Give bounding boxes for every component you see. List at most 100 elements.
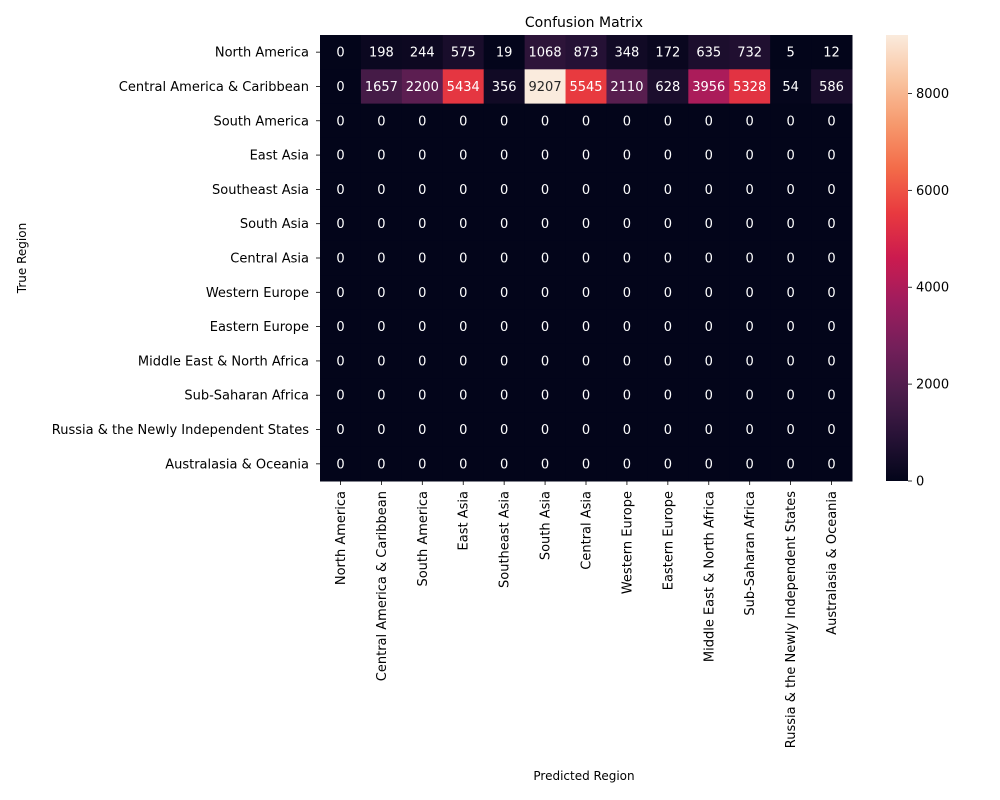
heatmap-cell	[360, 412, 403, 448]
heatmap-cell	[688, 35, 730, 70]
cell-value-label: 0	[336, 354, 344, 369]
heatmap-cell	[688, 378, 730, 413]
cell-value-label: 0	[705, 389, 713, 404]
heatmap-cell	[442, 137, 485, 173]
heatmap-cell	[442, 172, 485, 208]
heatmap-cell	[811, 240, 853, 276]
heatmap-cell	[565, 137, 607, 173]
heatmap-cell	[606, 35, 648, 70]
cell-value-label: 0	[418, 423, 426, 438]
heatmap-cell	[320, 309, 362, 345]
heatmap-cell	[360, 275, 403, 310]
heatmap-cell	[688, 137, 730, 173]
y-tick-label: Russia & the Newly Independent States	[52, 423, 309, 438]
cell-value-label: 0	[746, 457, 754, 472]
heatmap-cell	[442, 446, 485, 482]
y-tick-label: Southeast Asia	[212, 183, 309, 198]
cell-value-label: 0	[500, 354, 508, 369]
colorbar-tick-label: 4000	[916, 281, 949, 296]
cell-value-label: 5328	[733, 80, 766, 95]
heatmap-cell	[770, 240, 812, 276]
cell-value-label: 0	[541, 149, 549, 164]
heatmap-cell	[565, 240, 607, 276]
cell-value-label: 0	[827, 320, 835, 335]
cell-value-label: 0	[786, 457, 794, 472]
cell-value-label: 0	[827, 354, 835, 369]
heatmap-cell	[811, 446, 853, 482]
heatmap-cell	[729, 69, 771, 105]
cell-value-label: 0	[377, 149, 385, 164]
heatmap-cell	[565, 206, 607, 242]
heatmap-cell	[811, 412, 853, 448]
heatmap-cell	[320, 172, 362, 208]
cell-value-label: 0	[664, 389, 672, 404]
cell-value-label: 0	[827, 457, 835, 472]
heatmap-cell	[524, 343, 567, 379]
y-tick-label: South America	[213, 114, 309, 129]
heatmap-cell	[360, 343, 403, 379]
cell-value-label: 0	[336, 389, 344, 404]
heatmap-cell	[606, 137, 648, 173]
cell-value-label: 0	[705, 114, 713, 129]
heatmap-cell	[524, 103, 567, 139]
heatmap-cell	[483, 172, 526, 208]
heatmap-cell	[688, 172, 730, 208]
heatmap-cell	[483, 35, 526, 70]
cell-value-label: 0	[705, 217, 713, 232]
heatmap-cell	[688, 206, 730, 242]
heatmap-cell	[688, 412, 730, 448]
heatmap-cell	[320, 35, 362, 70]
cell-value-label: 0	[541, 286, 549, 301]
cell-value-label: 0	[664, 423, 672, 438]
heatmap-cell	[729, 275, 771, 310]
heatmap-cell	[729, 446, 771, 482]
heatmap-cell	[647, 206, 689, 242]
cell-value-label: 0	[336, 423, 344, 438]
colorbar-tick-label: 8000	[916, 87, 949, 102]
cell-value-label: 0	[418, 389, 426, 404]
cell-value-label: 2200	[406, 80, 439, 95]
cell-value-label: 0	[746, 252, 754, 267]
heatmap-cell	[606, 343, 648, 379]
cell-value-label: 0	[418, 183, 426, 198]
cell-value-label: 0	[459, 320, 467, 335]
heatmap-cell	[729, 35, 771, 70]
cell-value-label: 0	[746, 320, 754, 335]
heatmap-cell	[524, 275, 567, 310]
cell-value-label: 628	[655, 80, 680, 95]
x-tick-label: North America	[334, 491, 349, 585]
cell-value-label: 0	[336, 252, 344, 267]
heatmap-cell	[524, 137, 567, 173]
cell-value-label: 0	[746, 149, 754, 164]
cell-value-label: 0	[746, 286, 754, 301]
cell-value-label: 635	[696, 46, 721, 61]
cell-value-label: 0	[418, 286, 426, 301]
cell-value-labels: 0 198 244 575 19 1068 873 348 172 635 732 5 12 0 1657 2…	[336, 46, 844, 473]
cell-value-label: 0	[623, 252, 631, 267]
heatmap-cell	[401, 343, 444, 379]
cell-value-label: 0	[541, 252, 549, 267]
heatmap-cell	[811, 103, 853, 139]
cell-value-label: 0	[623, 149, 631, 164]
heatmap-cell	[360, 69, 403, 105]
heatmap-cell	[647, 103, 689, 139]
cell-value-label: 0	[623, 217, 631, 232]
y-tick-label: Western Europe	[206, 286, 309, 301]
cell-value-label: 0	[623, 354, 631, 369]
heatmap-cell	[606, 412, 648, 448]
heatmap-cell	[360, 137, 403, 173]
cell-value-label: 0	[582, 423, 590, 438]
heatmap-cell	[320, 103, 362, 139]
cell-value-label: 1068	[529, 46, 562, 61]
heatmap-cell	[524, 69, 567, 105]
cell-value-label: 0	[336, 114, 344, 129]
heatmap-cell	[524, 309, 567, 345]
cell-value-label: 0	[541, 354, 549, 369]
heatmap-cell	[647, 240, 689, 276]
heatmap-cell	[770, 206, 812, 242]
cell-value-label: 0	[377, 354, 385, 369]
heatmap-cell	[688, 309, 730, 345]
cell-value-label: 0	[623, 389, 631, 404]
y-tick-label: East Asia	[250, 149, 309, 164]
cell-value-label: 0	[541, 183, 549, 198]
